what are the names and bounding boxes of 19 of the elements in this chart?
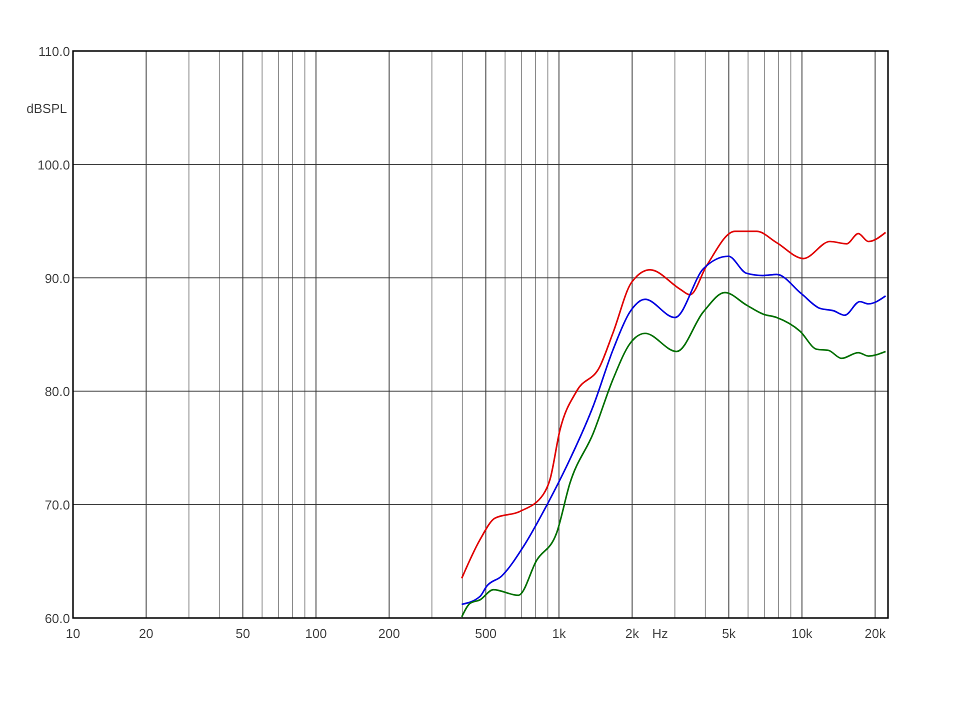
- x-tick-label: 20: [138, 626, 154, 641]
- x-tick-label: 100: [305, 626, 327, 641]
- x-tick-label: 200: [378, 626, 400, 641]
- y-tick-label: 80.0: [44, 384, 70, 400]
- x-tick-label: 10k: [791, 626, 813, 641]
- x-tick-label: 50: [236, 626, 250, 641]
- x-axis-title: Hz: [652, 626, 668, 641]
- y-tick-label: 70.0: [44, 498, 70, 513]
- x-tick-label: 10: [66, 626, 80, 641]
- x-tick-label: 500: [474, 626, 497, 641]
- y-tick-label: 110.0: [38, 44, 70, 59]
- x-tick-label: 20k: [864, 626, 886, 641]
- y-axis-title: dBSPL: [26, 101, 67, 116]
- x-tick-label: 5k: [722, 626, 736, 641]
- y-tick-label: 100.0: [37, 157, 70, 172]
- y-tick-label: 90.0: [44, 270, 70, 286]
- x-tick-label: 2k: [625, 626, 640, 641]
- x-tick-label: 1k: [552, 626, 566, 641]
- y-tick-label: 60.0: [44, 611, 70, 626]
